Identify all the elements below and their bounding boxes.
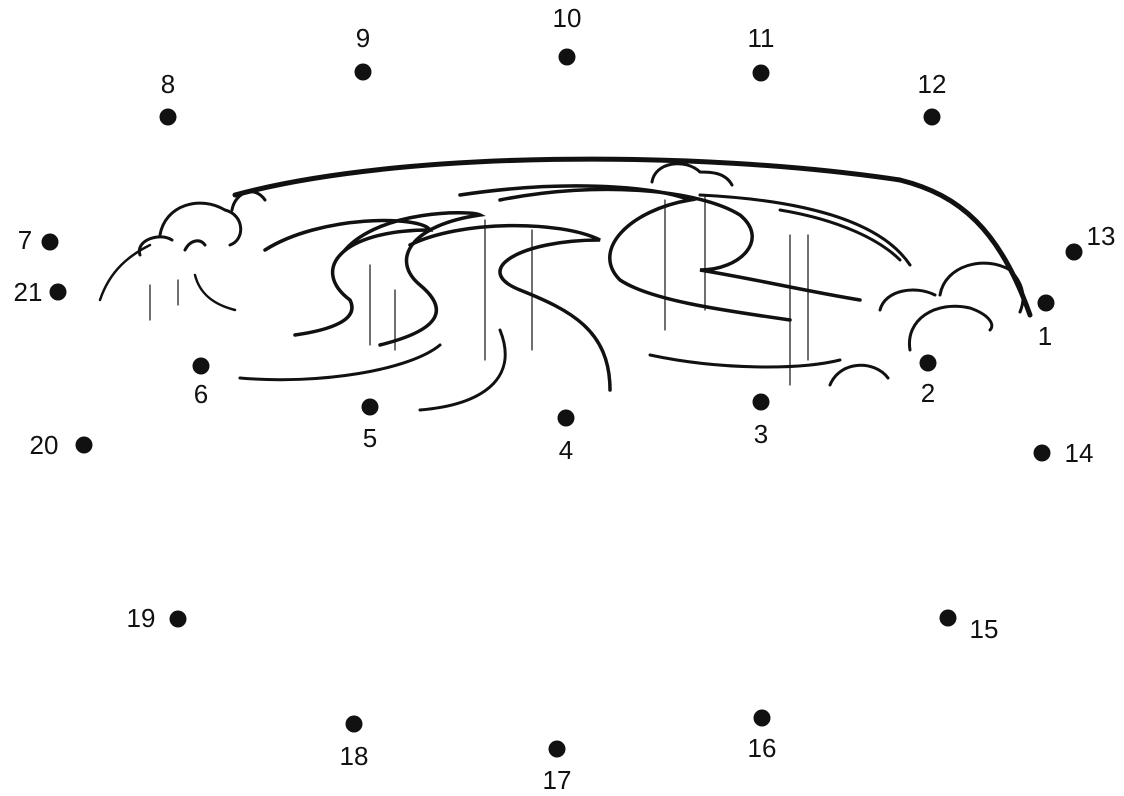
rim-left bbox=[98, 243, 152, 302]
swirl-1 bbox=[263, 218, 434, 337]
dot-number: 1 bbox=[1038, 321, 1052, 351]
cloud-top bbox=[230, 162, 734, 212]
swirl-2 bbox=[343, 211, 486, 347]
dot bbox=[753, 709, 771, 727]
dot-number: 13 bbox=[1087, 221, 1116, 251]
swirl-lower bbox=[238, 328, 842, 412]
illustration bbox=[98, 156, 1033, 412]
dot bbox=[939, 609, 957, 627]
dot bbox=[548, 740, 566, 758]
dot-number: 15 bbox=[970, 614, 999, 644]
outer-rim bbox=[232, 156, 1033, 318]
swirl-5 bbox=[498, 187, 862, 302]
dot-number: 14 bbox=[1065, 438, 1094, 468]
dot bbox=[1033, 444, 1051, 462]
dot bbox=[558, 48, 576, 66]
dot-number: 21 bbox=[14, 277, 43, 307]
dot bbox=[1037, 294, 1055, 312]
swirl-4 bbox=[458, 184, 792, 322]
dot-number: 6 bbox=[194, 379, 208, 409]
swirl-small bbox=[193, 273, 237, 312]
dot bbox=[919, 354, 937, 372]
dot bbox=[192, 357, 210, 375]
dot-number: 2 bbox=[921, 378, 935, 408]
dot bbox=[345, 715, 363, 733]
dot-number: 16 bbox=[748, 733, 777, 763]
cloud-left bbox=[137, 201, 243, 257]
cloud-right bbox=[828, 261, 1025, 387]
dot-number: 4 bbox=[559, 435, 573, 465]
dot-number: 11 bbox=[748, 23, 775, 53]
dot bbox=[41, 233, 59, 251]
swirl-6 bbox=[698, 193, 912, 267]
dot-number: 18 bbox=[340, 741, 369, 771]
dot-number: 8 bbox=[161, 69, 175, 99]
dot-number: 7 bbox=[18, 225, 32, 255]
shading-lines bbox=[149, 194, 809, 386]
dot-number: 3 bbox=[754, 419, 768, 449]
swirl-3 bbox=[408, 223, 612, 392]
dot bbox=[1065, 243, 1083, 261]
dot-number: 10 bbox=[553, 3, 582, 33]
dot bbox=[159, 108, 177, 126]
dot-number: 20 bbox=[30, 430, 59, 460]
dot-number: 5 bbox=[363, 423, 377, 453]
dot bbox=[752, 393, 770, 411]
dot bbox=[75, 436, 93, 454]
dot bbox=[49, 283, 67, 301]
dot bbox=[361, 398, 379, 416]
dot-number: 19 bbox=[127, 603, 156, 633]
dot-number: 9 bbox=[356, 23, 370, 53]
dot bbox=[752, 64, 770, 82]
dot bbox=[557, 409, 575, 427]
dot bbox=[169, 610, 187, 628]
dot bbox=[923, 108, 941, 126]
dot bbox=[354, 63, 372, 81]
dot-number: 12 bbox=[918, 69, 947, 99]
dot-number: 17 bbox=[543, 765, 572, 795]
